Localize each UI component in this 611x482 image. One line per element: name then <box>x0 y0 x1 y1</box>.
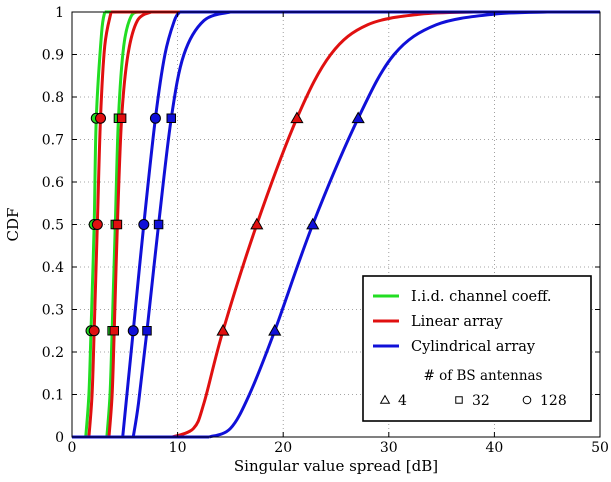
marker-legend-title: # of BS antennas <box>423 368 542 384</box>
marker-triangle-linear <box>216 323 230 336</box>
x-tick-label: 40 <box>485 440 503 456</box>
series-line-iid-32 <box>105 10 142 438</box>
marker-square-linear <box>116 113 127 123</box>
series-line-cylindrical-128 <box>121 11 181 438</box>
marker-triangle-cylindrical <box>306 217 320 230</box>
x-tick-label: 20 <box>274 440 292 456</box>
marker-triangle-cylindrical <box>351 111 365 124</box>
y-tick-label: 0.6 <box>42 175 64 191</box>
legend-marker-label: 32 <box>472 393 490 409</box>
x-tick-label: 10 <box>169 440 187 456</box>
marker-square-linear <box>112 219 123 230</box>
legend-label: I.i.d. channel coeff. <box>411 289 552 305</box>
marker-circle-cylindrical <box>127 325 139 337</box>
y-tick-label: 0.4 <box>42 260 64 276</box>
marker-square-cylindrical <box>153 219 164 230</box>
y-tick-label: 0.5 <box>42 218 64 234</box>
x-axis-label: Singular value spread [dB] <box>234 457 438 475</box>
marker-circle-linear <box>91 219 103 230</box>
y-tick-label: 0.8 <box>42 90 64 106</box>
legend-label: Cylindrical array <box>411 339 536 355</box>
series-line-linear-4 <box>171 10 474 439</box>
marker-circle-cylindrical <box>138 219 150 230</box>
marker-triangle-linear <box>290 111 304 124</box>
legend-marker-triangle <box>379 394 391 404</box>
series-line-cylindrical-4 <box>208 10 548 439</box>
marker-circle-linear <box>88 325 100 337</box>
marker-square-linear <box>109 326 119 336</box>
axis-ticks: 0 10 20 30 40 50 0 0.1 0.2 0.3 0.4 0.5 0.6 0.7 0.8 0.9 1 <box>42 5 609 456</box>
y-axis-label: CDF <box>4 208 22 242</box>
y-tick-label: 0.7 <box>42 133 64 149</box>
series-line-linear-32 <box>107 10 152 438</box>
x-tick-label: 0 <box>68 440 77 456</box>
legend-marker-circle <box>522 395 532 405</box>
legend-marker-square <box>455 396 463 404</box>
y-tick-label: 0.2 <box>42 345 64 361</box>
legend-marker-label: 128 <box>540 393 567 409</box>
legend-box <box>362 275 592 422</box>
x-tick-label: 30 <box>380 440 398 456</box>
y-tick-label: 0.1 <box>42 388 64 404</box>
y-tick-label: 0.3 <box>42 303 64 319</box>
y-tick-label: 0 <box>55 430 64 446</box>
marker-square-cylindrical <box>166 113 177 123</box>
marker-triangle-linear <box>250 217 264 230</box>
y-tick-label: 1 <box>55 5 64 21</box>
marker-triangle-cylindrical <box>268 323 282 336</box>
x-tick-label: 50 <box>591 440 609 456</box>
data-markers <box>85 111 365 337</box>
legend-label: Linear array <box>411 314 504 330</box>
marker-circle-linear <box>95 112 107 124</box>
legend: I.i.d. channel coeff. Linear array Cylindr… <box>362 275 592 422</box>
marker-circle-cylindrical <box>149 112 161 124</box>
series-line-cylindrical-32 <box>131 10 231 438</box>
legend-marker-label: 4 <box>398 393 407 409</box>
marker-square-cylindrical <box>142 326 152 336</box>
y-tick-label: 0.9 <box>42 48 64 64</box>
